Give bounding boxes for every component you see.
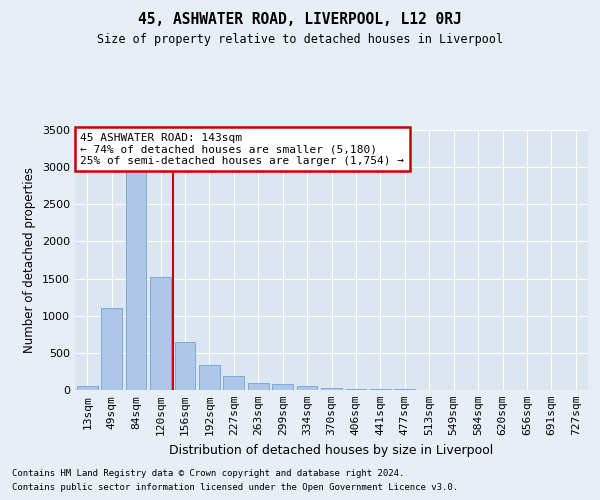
Bar <box>346 388 367 390</box>
Bar <box>175 342 196 390</box>
Text: Size of property relative to detached houses in Liverpool: Size of property relative to detached ho… <box>97 32 503 46</box>
Bar <box>150 277 171 390</box>
Bar <box>223 376 244 390</box>
Y-axis label: Number of detached properties: Number of detached properties <box>23 167 37 353</box>
Text: 45 ASHWATER ROAD: 143sqm
← 74% of detached houses are smaller (5,180)
25% of sem: 45 ASHWATER ROAD: 143sqm ← 74% of detach… <box>80 132 404 166</box>
Text: 45, ASHWATER ROAD, LIVERPOOL, L12 0RJ: 45, ASHWATER ROAD, LIVERPOOL, L12 0RJ <box>138 12 462 28</box>
Bar <box>248 384 269 390</box>
Bar <box>125 171 146 390</box>
X-axis label: Distribution of detached houses by size in Liverpool: Distribution of detached houses by size … <box>169 444 494 456</box>
Bar <box>321 388 342 390</box>
Bar <box>370 389 391 390</box>
Bar <box>77 386 98 390</box>
Text: Contains public sector information licensed under the Open Government Licence v3: Contains public sector information licen… <box>12 484 458 492</box>
Bar <box>296 386 317 390</box>
Bar <box>101 308 122 390</box>
Text: Contains HM Land Registry data © Crown copyright and database right 2024.: Contains HM Land Registry data © Crown c… <box>12 468 404 477</box>
Bar <box>199 364 220 390</box>
Bar <box>272 384 293 390</box>
